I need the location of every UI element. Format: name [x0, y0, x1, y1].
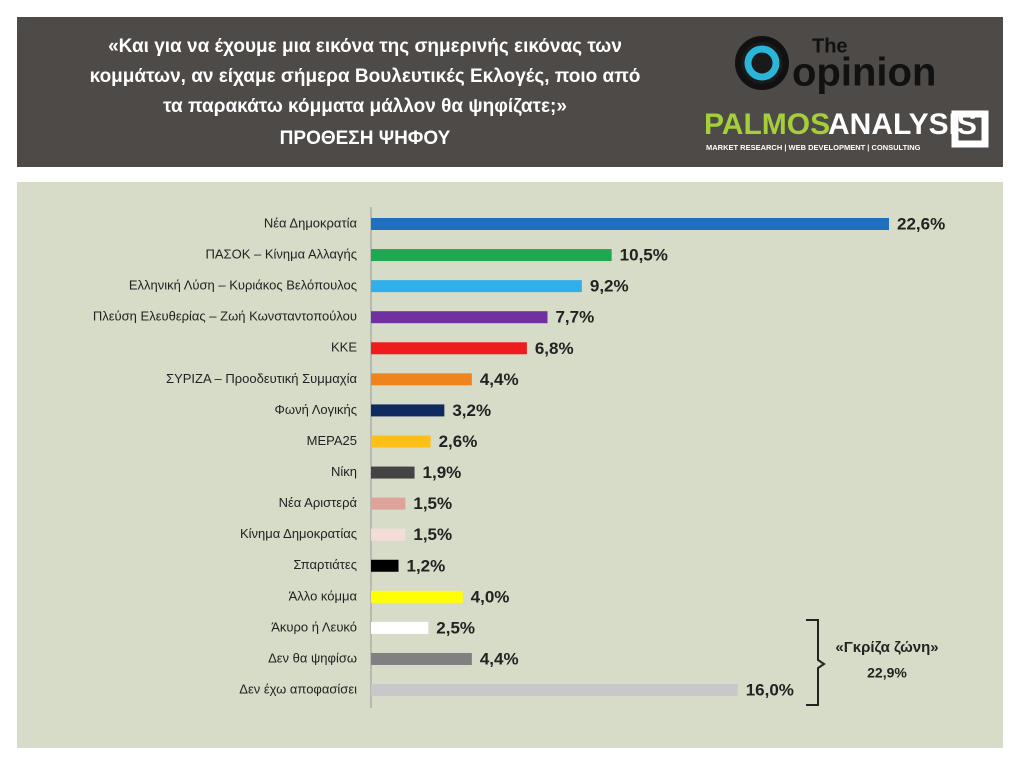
bar [371, 218, 889, 230]
logo-text: opinion [792, 51, 936, 95]
logo-text: PALMOS [704, 108, 830, 141]
bar [371, 249, 612, 262]
category-label: Νέα Δημοκρατία [264, 215, 358, 230]
value-label: 2,5% [436, 618, 475, 637]
bar [371, 280, 582, 293]
bar [371, 652, 472, 665]
header-title: τα παρακάτω κόμματα μάλλον θα ψηφίζατε;» [163, 96, 567, 117]
value-label: 10,5% [620, 246, 668, 265]
chart-panel [17, 182, 1003, 748]
bar [371, 466, 415, 479]
logo-icon [744, 45, 780, 81]
category-label: Δεν έχω αποφασίσει [239, 681, 357, 696]
category-label: ΠΑΣΟΚ – Κίνημα Αλλαγής [205, 247, 357, 262]
annotation: 22,9% [867, 665, 907, 681]
category-label: Νέα Αριστερά [279, 495, 358, 510]
category-label: Φωνή Λογικής [275, 402, 357, 417]
bar [371, 311, 548, 324]
value-label: 1,2% [407, 556, 446, 575]
value-label: 9,2% [590, 277, 629, 296]
bar [371, 435, 431, 448]
value-label: 4,0% [471, 587, 510, 606]
value-label: 3,2% [452, 401, 491, 420]
annotation: «Γκρίζα ζώνη» [835, 639, 938, 656]
value-label: 4,4% [480, 649, 519, 668]
value-label: 7,7% [555, 308, 594, 327]
bar [371, 497, 406, 510]
category-label: Σπαρτιάτες [293, 557, 357, 572]
bracket [806, 619, 826, 706]
value-label: 1,9% [423, 463, 462, 482]
category-label: ΜΕΡΑ25 [307, 433, 357, 448]
value-label: 6,8% [535, 339, 574, 358]
value-label: 1,5% [413, 494, 452, 513]
logo-text: The [812, 35, 848, 57]
bar [371, 559, 399, 572]
category-label: Άκυρο ή Λευκό [271, 619, 357, 634]
category-label: ΚΚΕ [331, 340, 357, 355]
category-label: Δεν θα ψηφίσω [268, 650, 357, 665]
logo-icon [951, 110, 989, 148]
value-label: 22,6% [897, 214, 945, 233]
bar [371, 342, 527, 355]
value-label: 1,5% [413, 525, 452, 544]
value-label: 2,6% [439, 432, 478, 451]
bar [371, 621, 429, 634]
category-label: Άλλο κόμμα [289, 588, 358, 603]
bar [371, 590, 463, 603]
logo-tagline: MARKET RESEARCH | WEB DEVELOPMENT | CONS… [706, 143, 921, 152]
category-label: Κίνημα Δημοκρατίας [240, 526, 357, 541]
value-label: 16,0% [746, 681, 794, 700]
header-subtitle: ΠΡΟΘΕΣΗ ΨΗΦΟΥ [280, 128, 451, 149]
header-title: «Και για να έχουμε μια εικόνα της σημερι… [108, 36, 622, 57]
header-title: κομμάτων, αν είχαμε σήμερα Βουλευτικές Ε… [90, 66, 641, 87]
category-label: Πλεύση Ελευθερίας – Ζωή Κωνσταντοπούλου [93, 309, 357, 324]
value-label: 4,4% [480, 370, 519, 389]
category-label: Νίκη [331, 464, 357, 479]
category-label: ΣΥΡΙΖΑ – Προοδευτική Συμμαχία [166, 371, 357, 386]
bar [371, 684, 738, 697]
bar [371, 404, 445, 417]
bar [371, 528, 406, 541]
bar [371, 373, 472, 386]
header-panel [17, 17, 1003, 167]
category-label: Ελληνική Λύση – Κυριάκος Βελόπουλος [129, 278, 357, 293]
